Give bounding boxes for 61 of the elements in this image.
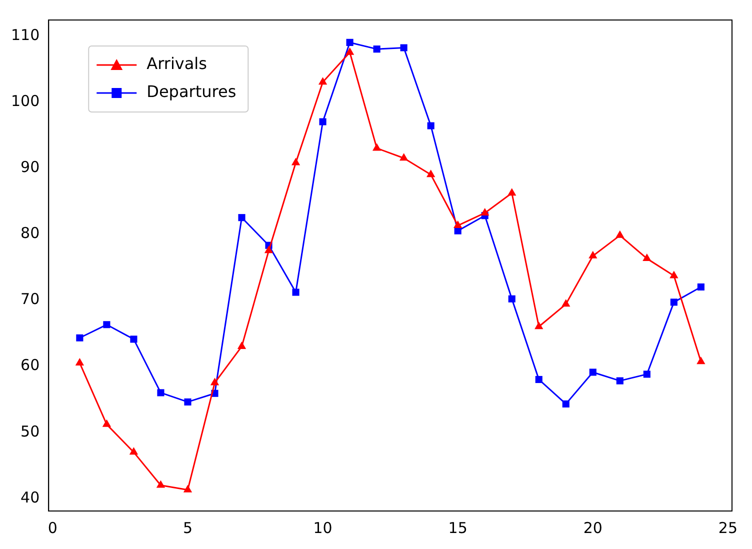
- point: [616, 377, 624, 384]
- point: [588, 250, 598, 258]
- point: [102, 419, 112, 427]
- point: [346, 38, 354, 46]
- point: [130, 336, 138, 343]
- y-tick-label: 90: [20, 158, 40, 176]
- point: [670, 270, 678, 278]
- point: [427, 122, 434, 130]
- x-tick-label: 20: [583, 518, 602, 537]
- point: [76, 334, 84, 342]
- x-tick-label: 5: [182, 518, 193, 537]
- y-tick-label: 60: [20, 356, 40, 374]
- point: [238, 214, 246, 222]
- point: [264, 246, 274, 254]
- y-tick-label: 80: [20, 224, 40, 242]
- point: [210, 378, 220, 386]
- legend-label: Departures: [146, 82, 236, 102]
- point: [426, 170, 436, 178]
- point: [157, 389, 164, 396]
- y-tick-label: 110: [10, 26, 40, 44]
- point: [508, 188, 516, 196]
- point: [454, 227, 462, 234]
- point: [642, 254, 652, 262]
- point: [589, 368, 596, 376]
- point: [319, 118, 326, 126]
- x-tick-label: 25: [718, 518, 738, 537]
- point: [643, 370, 650, 378]
- point: [480, 208, 490, 216]
- point: [129, 447, 138, 455]
- point: [372, 143, 382, 151]
- legend-label: Arrivals: [146, 54, 207, 74]
- y-tick-label: 100: [10, 92, 40, 110]
- point: [562, 299, 570, 307]
- point: [400, 44, 408, 52]
- point: [75, 358, 84, 366]
- point: [454, 220, 462, 228]
- x-tick-label: 15: [448, 518, 468, 537]
- point: [103, 321, 110, 328]
- y-tick-label: 40: [20, 488, 40, 506]
- point: [156, 480, 166, 488]
- point: [237, 341, 246, 349]
- point: [616, 230, 624, 238]
- point: [670, 298, 678, 306]
- x-tick-label: 0: [48, 518, 58, 537]
- point: [562, 400, 570, 408]
- point: [535, 376, 542, 384]
- point: [373, 46, 380, 53]
- point: [697, 283, 704, 291]
- point: [508, 295, 516, 302]
- point: [399, 153, 408, 161]
- y-tick-label: 70: [20, 290, 40, 308]
- point: [318, 77, 328, 85]
- point: [534, 322, 544, 330]
- point: [345, 47, 354, 55]
- point: [291, 158, 300, 166]
- point: [292, 288, 300, 296]
- point: [184, 398, 192, 406]
- point: [696, 356, 706, 364]
- point: [183, 484, 192, 492]
- y-tick-label: 50: [20, 422, 40, 440]
- x-tick-label: 10: [313, 518, 332, 537]
